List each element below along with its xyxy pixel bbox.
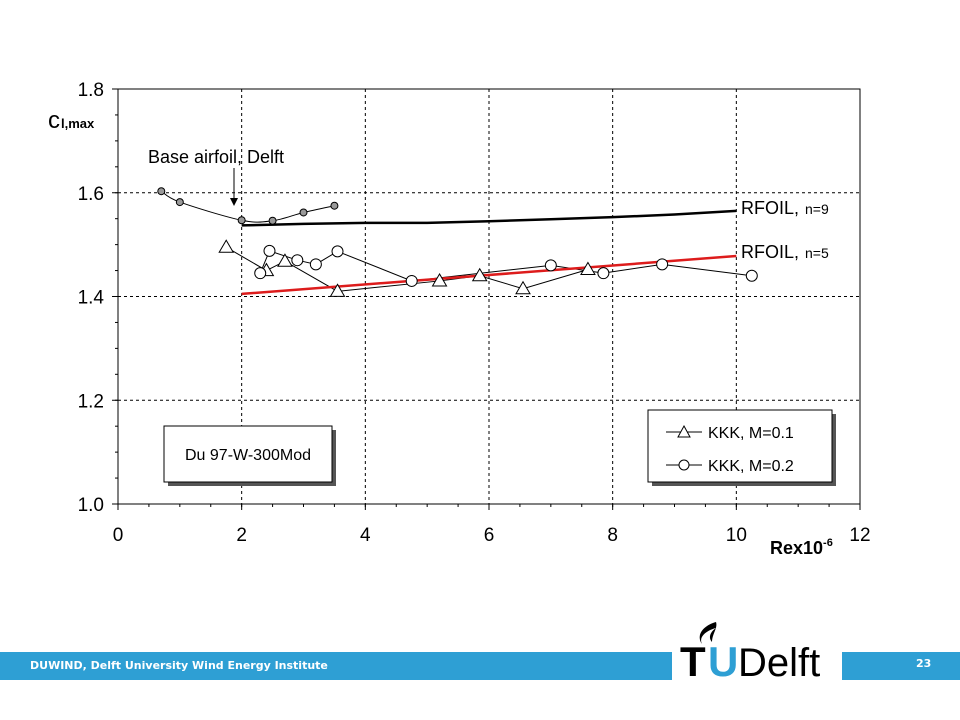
y-axis-label-sub: l,max	[61, 116, 95, 131]
data-point-base-airfoil	[330, 201, 339, 210]
base-airfoil-arrowhead	[230, 198, 238, 206]
legend-label-m02: KKK, M=0.2	[708, 458, 794, 475]
tu-delft-logo: T U Delft	[680, 622, 820, 682]
data-point-base-airfoil	[268, 216, 277, 225]
x-tick-label: 12	[849, 525, 870, 546]
legend-marker-circle	[678, 459, 690, 471]
x-axis-label-main: Rex10	[770, 538, 823, 558]
data-point-kkk-m02	[331, 245, 344, 258]
y-tick-label: 1.4	[78, 288, 105, 309]
data-point-kkk-m01	[218, 239, 235, 253]
data-point-kkk-m02	[254, 267, 267, 280]
data-point-kkk-m01	[329, 283, 346, 297]
series-line-rfoil-n5	[241, 254, 737, 296]
x-tick-label: 4	[360, 525, 371, 546]
page-number: 23	[916, 657, 932, 670]
x-tick-label: 0	[113, 525, 124, 546]
rfoil5-label: RFOIL, n=5	[741, 242, 829, 262]
data-point-kkk-m02	[291, 254, 304, 267]
data-point-kkk-m02	[405, 274, 418, 287]
data-point-base-airfoil	[237, 216, 246, 225]
data-point-kkk-m02	[597, 267, 610, 280]
rfoil5-label-main: RFOIL,	[741, 242, 799, 262]
rfoil9-label-main: RFOIL,	[741, 198, 799, 218]
data-point-base-airfoil	[299, 208, 308, 217]
flame-icon	[699, 622, 717, 644]
base-airfoil-label: Base airfoil, Delft	[148, 147, 284, 167]
x-tick-label: 10	[726, 525, 747, 546]
x-axis-label: Rex10-6	[770, 537, 833, 558]
axis-ticks	[112, 88, 861, 510]
legend-label-m01: KKK, M=0.1	[708, 425, 794, 442]
series-line-base-airfoil	[161, 190, 335, 223]
grid-lines	[118, 89, 860, 504]
footer-institute: DUWIND, Delft University Wind Energy Ins…	[30, 659, 328, 672]
series-lines	[161, 190, 752, 296]
series-line-rfoil-n9	[241, 209, 737, 227]
data-point-base-airfoil	[157, 187, 166, 196]
x-axis-label-exp: -6	[823, 537, 833, 549]
y-axis-label-main: c	[48, 107, 60, 134]
rfoil5-label-n: n=5	[805, 245, 829, 261]
logo-u: U	[708, 638, 738, 682]
data-point-kkk-m01	[277, 253, 293, 267]
legend: KKK, M=0.1 KKK, M=0.2	[647, 409, 836, 486]
x-tick-label: 2	[236, 525, 247, 546]
data-point-kkk-m01	[515, 280, 531, 295]
x-tick-label: 8	[607, 525, 618, 546]
y-tick-label: 1.6	[78, 184, 104, 205]
x-tick-labels: 0 2 4 6 8 10 12	[113, 525, 871, 546]
data-point-kkk-m01	[580, 261, 596, 276]
data-point-kkk-m02	[544, 259, 557, 272]
data-point-kkk-m02	[309, 258, 322, 271]
y-axis-label: cl,max	[48, 107, 95, 134]
y-tick-label: 1.8	[78, 80, 104, 101]
x-tick-label: 6	[484, 525, 495, 546]
legend-marker-triangle	[677, 424, 691, 438]
data-point-kkk-m01	[471, 267, 488, 282]
y-tick-label: 1.0	[78, 495, 104, 516]
rfoil9-label-n: n=9	[805, 201, 829, 217]
data-point-kkk-m02	[656, 258, 669, 271]
series-line-kkk-m02	[259, 250, 752, 282]
y-tick-label: 1.2	[78, 391, 104, 412]
airfoil-name-box: Du 97-W-300Mod	[163, 425, 336, 486]
y-tick-labels: 1.0 1.2 1.4 1.6 1.8	[78, 80, 105, 516]
data-point-kkk-m02	[263, 244, 276, 257]
airfoil-name-text: Du 97-W-300Mod	[185, 447, 311, 464]
data-point-kkk-m01	[431, 272, 448, 287]
chart: 1.0 1.2 1.4 1.6 1.8 0 2 4 6 8 10 12 cl,max Rex10-6…	[48, 80, 871, 558]
data-point-kkk-m02	[745, 269, 758, 282]
series-points	[157, 187, 758, 297]
data-point-base-airfoil	[175, 198, 184, 207]
logo-delft: Delft	[738, 641, 820, 682]
rfoil9-label: RFOIL, n=9	[741, 198, 829, 218]
logo-t: T	[680, 638, 706, 682]
